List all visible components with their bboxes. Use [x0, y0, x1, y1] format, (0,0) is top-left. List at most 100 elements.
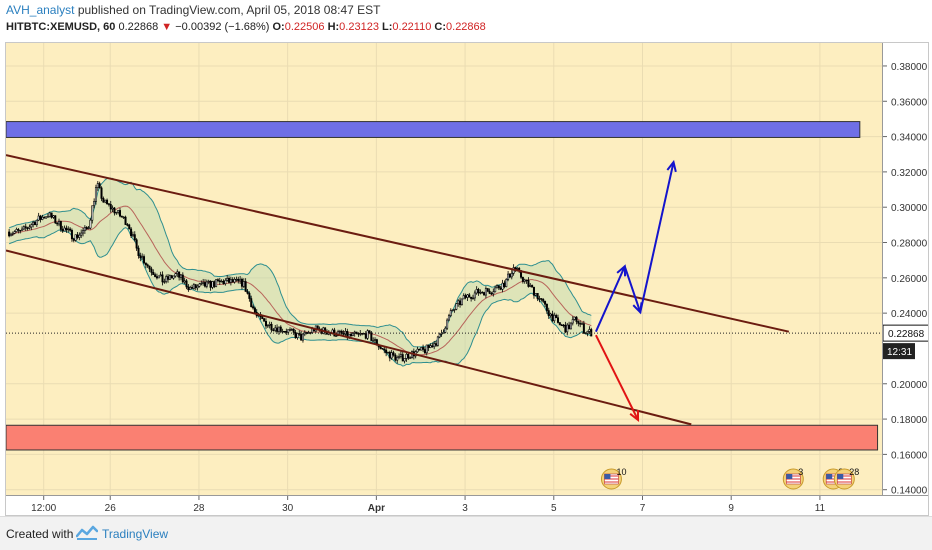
- candle-body: [8, 231, 11, 237]
- candle-body: [289, 329, 292, 331]
- candle-body: [303, 332, 306, 335]
- candle: [179, 273, 182, 281]
- tradingview-logo-icon[interactable]: [75, 525, 99, 546]
- publish-line: AVH_analyst published on TradingView.com…: [6, 3, 380, 17]
- candle: [283, 330, 286, 333]
- candle-body: [423, 349, 426, 354]
- candle-body: [483, 292, 486, 296]
- candle-body: [553, 315, 556, 322]
- candle: [218, 277, 221, 285]
- open-value: 0.22506: [284, 21, 325, 33]
- plot-area[interactable]: 103828: [6, 43, 882, 495]
- candle: [102, 196, 105, 203]
- candle: [503, 280, 506, 289]
- candle: [87, 225, 90, 230]
- candle: [17, 228, 20, 234]
- candle: [56, 222, 59, 227]
- candle: [200, 280, 203, 286]
- candle-body: [131, 234, 134, 237]
- candle-body: [21, 228, 24, 231]
- candle: [399, 351, 402, 359]
- economic-event-flag: 28: [833, 467, 859, 490]
- candle: [527, 277, 530, 288]
- candle: [551, 310, 554, 323]
- candle-body: [296, 333, 299, 338]
- candle: [74, 234, 77, 242]
- candle: [298, 330, 301, 337]
- candle-body: [117, 210, 120, 213]
- candle-body: [281, 330, 284, 333]
- candle-body: [494, 287, 497, 293]
- bearish-arrowhead-icon: [629, 409, 640, 423]
- price-tick-label: 0.18000: [891, 415, 928, 426]
- candle-body: [442, 332, 445, 334]
- candle-body: [264, 321, 267, 327]
- candle-body: [226, 277, 229, 281]
- candle: [303, 330, 306, 337]
- candle-body: [196, 285, 199, 289]
- candle: [416, 346, 419, 353]
- candle: [372, 337, 375, 342]
- candle: [294, 329, 297, 339]
- candle-body: [555, 315, 558, 319]
- candle-body: [141, 256, 144, 259]
- time-axis[interactable]: 12:00 26 28 30 Apr 3 5 7 9 11: [6, 495, 928, 515]
- bullish-projection-line: [594, 161, 675, 333]
- price-axis[interactable]: 0.14000 0.16000 0.18000 0.20000 0.24000 0.260…: [882, 43, 928, 497]
- candle-body: [521, 276, 524, 282]
- time-tick-label: 28: [193, 503, 205, 514]
- candle-body: [542, 299, 545, 302]
- candle-body: [475, 289, 478, 294]
- candle-body: [398, 355, 401, 358]
- candle: [170, 274, 173, 279]
- bearish-projection-line: [595, 334, 639, 421]
- candle: [581, 321, 584, 325]
- candle: [403, 358, 406, 364]
- candle-body: [582, 323, 585, 334]
- candle-body: [564, 324, 567, 333]
- time-tick-label: Apr: [368, 503, 385, 514]
- candle: [106, 198, 109, 205]
- candle-body: [268, 323, 271, 326]
- candle: [126, 223, 129, 227]
- candle: [59, 220, 62, 232]
- plot-svg[interactable]: 103828: [6, 43, 882, 495]
- candle: [130, 227, 133, 239]
- candle-body: [233, 279, 236, 283]
- candle: [433, 340, 436, 350]
- flag-canton: [826, 474, 833, 479]
- candle: [181, 272, 184, 284]
- candle-body: [22, 226, 25, 230]
- candle-body: [228, 277, 231, 283]
- author-link[interactable]: AVH_analyst: [6, 3, 75, 17]
- tradingview-brand-link[interactable]: TradingView: [102, 527, 169, 541]
- candle: [270, 321, 273, 333]
- candle: [523, 278, 526, 284]
- time-tick-label: 9: [728, 503, 734, 514]
- candle: [385, 347, 388, 357]
- candle-body: [508, 273, 511, 278]
- candle-body: [364, 333, 367, 339]
- candle-body: [464, 295, 467, 298]
- candle: [300, 330, 303, 341]
- candle-body: [124, 216, 127, 225]
- candle-body: [109, 204, 112, 210]
- candle-body: [52, 215, 55, 218]
- candle: [508, 273, 511, 279]
- candle-body: [566, 324, 569, 333]
- countdown-tag: [883, 343, 915, 360]
- candle-body: [239, 278, 242, 282]
- candle-body: [11, 232, 14, 235]
- candle-body: [39, 215, 42, 220]
- candle-body: [453, 308, 456, 311]
- candle: [155, 273, 158, 280]
- candle-body: [107, 203, 110, 205]
- candle-body: [307, 332, 310, 334]
- candle: [499, 285, 502, 291]
- candle: [70, 228, 73, 242]
- candle: [507, 270, 510, 282]
- candle: [521, 276, 524, 284]
- chart-frame[interactable]: 103828 0.140000.160000.180000.200000.240…: [5, 42, 929, 516]
- candle: [168, 274, 171, 280]
- candle-body: [46, 216, 49, 218]
